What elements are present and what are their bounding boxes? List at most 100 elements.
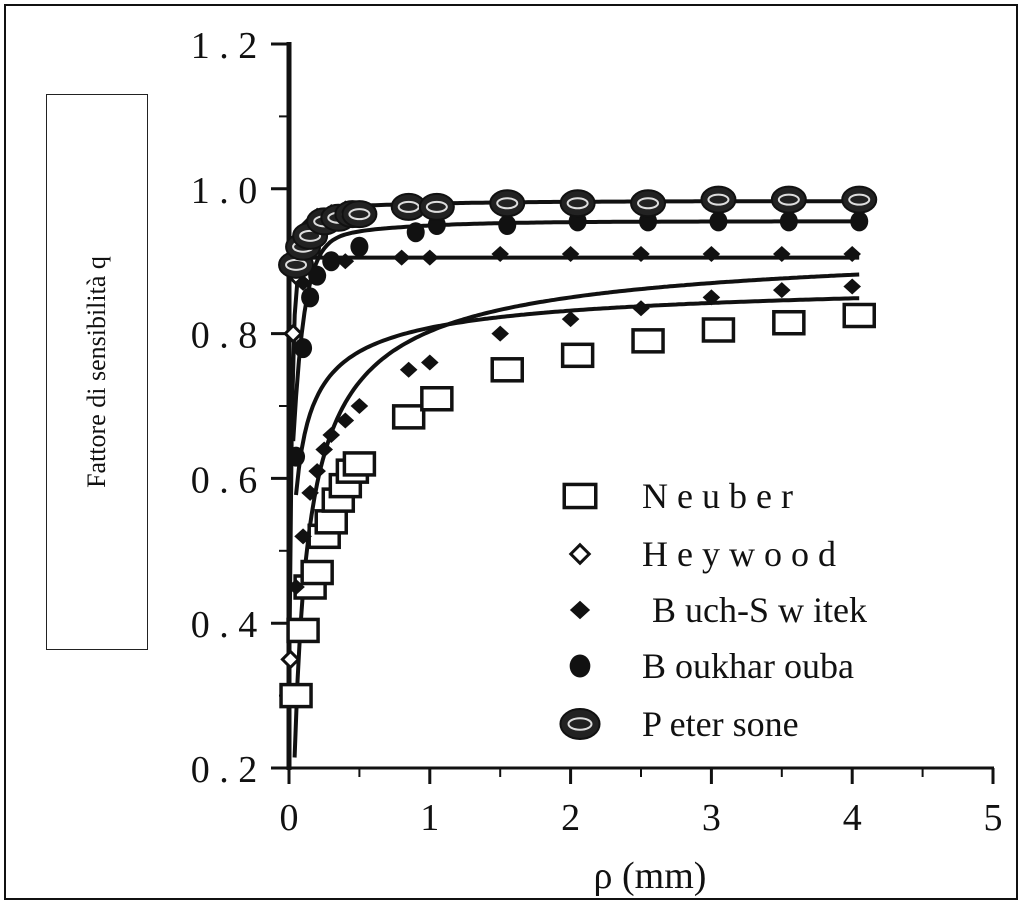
x-tick-label: 5	[984, 797, 1003, 839]
data-point-ring	[707, 193, 730, 206]
data-point-ring	[637, 197, 660, 210]
data-markers	[278, 185, 878, 709]
x-tick-label: 4	[843, 797, 862, 839]
data-point	[843, 245, 861, 262]
data-point	[850, 211, 869, 232]
data-point	[391, 404, 426, 430]
data-point	[336, 253, 355, 270]
data-point-ring	[285, 258, 308, 271]
data-point	[280, 649, 301, 670]
data-point	[294, 274, 312, 291]
data-point	[294, 528, 312, 545]
legend-marker	[562, 482, 598, 510]
data-point	[350, 236, 369, 257]
x-tick-label: 1	[420, 797, 439, 839]
legend-label: B oukhar ouba	[642, 646, 854, 686]
data-point	[406, 222, 425, 243]
data-point	[287, 579, 305, 595]
y-axis-label: Fattore di sensibilità q	[82, 256, 111, 488]
data-point	[336, 412, 355, 429]
data-point	[283, 323, 304, 344]
legend-marker	[569, 600, 591, 620]
data-point	[491, 325, 509, 342]
y-tick-label: 0 . 2	[191, 749, 258, 791]
data-point	[421, 354, 439, 371]
series-4	[278, 185, 878, 279]
legend-marker	[559, 708, 601, 740]
data-point	[418, 192, 455, 221]
x-tick-label: 2	[561, 797, 580, 839]
data-point	[308, 463, 326, 480]
y-tick-label: 0 . 8	[191, 315, 258, 357]
data-point	[420, 386, 454, 412]
x-axis-label: ρ (mm)	[594, 855, 707, 897]
data-point	[490, 357, 524, 383]
legend-label: B uch-S w itek	[652, 590, 867, 630]
data-point	[314, 509, 348, 535]
data-point	[308, 265, 327, 286]
data-point	[773, 282, 791, 299]
data-point	[561, 311, 580, 328]
data-point	[779, 211, 798, 232]
data-point	[498, 215, 517, 235]
data-point	[701, 317, 736, 343]
data-point	[702, 289, 721, 306]
legend-item: H e y w o o d	[568, 534, 836, 574]
y-tick-label: 0 . 4	[191, 604, 258, 646]
legend-label: N e u b e r	[642, 476, 793, 516]
data-point	[315, 441, 333, 458]
data-point	[350, 398, 369, 414]
x-tick-label: 3	[702, 797, 721, 839]
data-point	[700, 185, 737, 214]
data-point-ring	[348, 208, 371, 221]
data-point	[561, 245, 580, 262]
data-point	[632, 300, 650, 317]
data-point-ring	[777, 193, 800, 206]
data-point	[300, 559, 334, 586]
legend-label: H e y w o o d	[642, 534, 836, 574]
data-point	[421, 249, 439, 266]
data-point	[287, 446, 306, 467]
data-point	[702, 245, 721, 262]
legend-item: P eter sone	[559, 704, 799, 744]
data-point	[773, 245, 791, 262]
y-tick-label: 1 . 2	[191, 25, 258, 67]
data-point	[843, 278, 861, 295]
legend-item: N e u b e r	[562, 476, 793, 516]
y-tick-label: 1 . 0	[191, 170, 258, 212]
buch-switek-curve	[292, 272, 860, 758]
data-point-ring	[425, 200, 448, 213]
data-point	[322, 251, 341, 272]
series-2	[287, 245, 861, 595]
chart-frame	[4, 4, 1018, 900]
legend-item: B oukhar ouba	[569, 646, 854, 686]
x-tick-label: 0	[280, 797, 299, 839]
data-point	[341, 200, 378, 229]
data-point-ring	[566, 197, 589, 210]
data-point-ring	[848, 193, 871, 206]
data-point-ring	[496, 197, 519, 210]
data-point	[342, 451, 377, 477]
data-point	[560, 342, 595, 369]
data-point	[632, 245, 650, 262]
data-point	[399, 361, 418, 378]
data-point	[631, 328, 665, 354]
data-point	[392, 249, 411, 266]
legend-item: B uch-S w itek	[569, 590, 867, 630]
data-point-ring	[299, 229, 322, 242]
data-point	[294, 338, 313, 359]
y-tick-label: 0 . 6	[191, 459, 258, 501]
data-point	[709, 211, 728, 232]
data-point	[770, 185, 807, 214]
legend-marker	[568, 542, 592, 566]
data-point	[489, 189, 526, 218]
legend-label: P eter sone	[642, 704, 799, 744]
data-point	[559, 189, 596, 218]
legend-marker	[569, 654, 591, 678]
legend-marker-ring	[567, 717, 593, 731]
legend: N e u b e r H e y w o o d B uch-S w itek B …	[559, 476, 867, 744]
data-point	[491, 245, 509, 262]
neuber-curve	[294, 296, 860, 496]
data-point	[630, 189, 667, 218]
